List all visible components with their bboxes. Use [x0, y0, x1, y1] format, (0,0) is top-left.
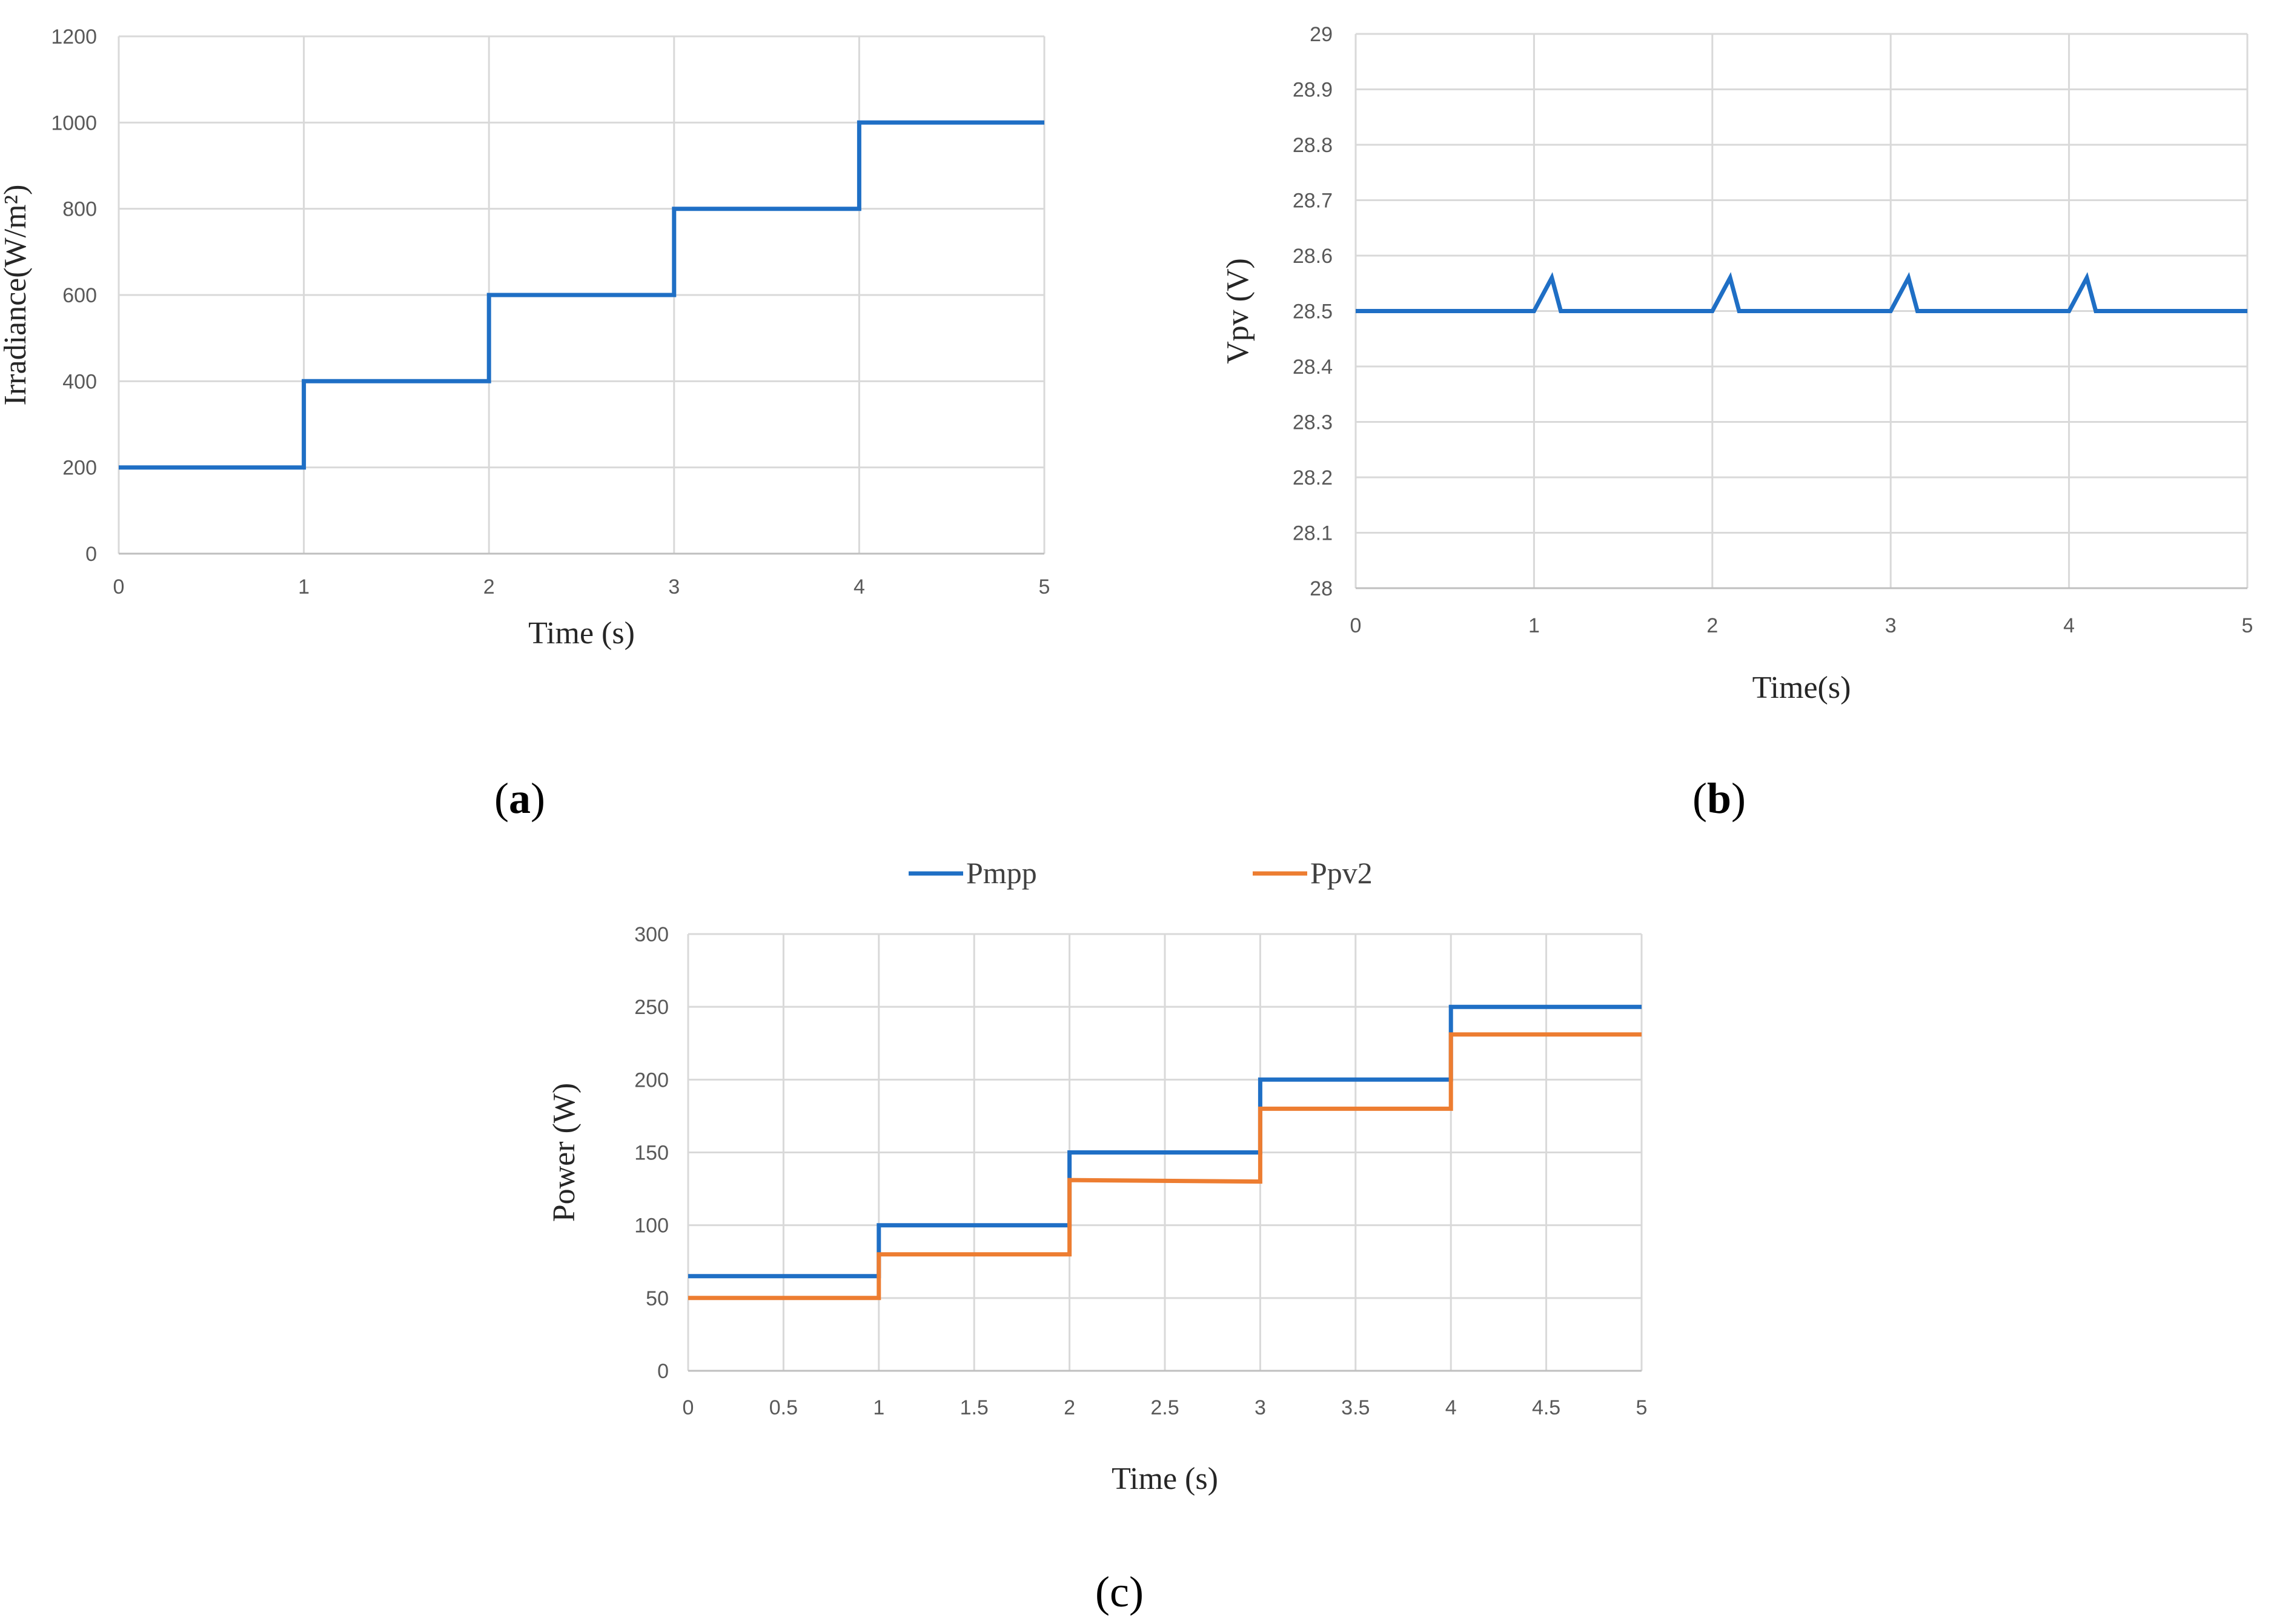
y-tick-label: 300 [634, 923, 669, 946]
panel-caption: (b) [1692, 774, 1746, 823]
y-tick-label: 28.2 [1293, 466, 1333, 489]
caption-close-paren: ) [1731, 774, 1746, 823]
x-tick-label: 1 [873, 1396, 884, 1419]
x-tick-label: 1 [1528, 614, 1540, 637]
x-tick-label: 2 [1064, 1396, 1075, 1419]
x-axis-title: Time (s) [1112, 1462, 1218, 1496]
chart-c: 0 0.5 1 1.5 2 2.5 3 3.5 4 4.5 5050100150200250300T… [547, 856, 1647, 1616]
series-line-vpv [1356, 272, 2247, 313]
x-tick-label: 0 [683, 1396, 694, 1419]
y-tick-label: 600 [62, 284, 97, 307]
y-tick-label: 28.5 [1293, 300, 1333, 323]
x-tick-label: 4 [2063, 614, 2075, 637]
y-tick-label: 100 [634, 1215, 669, 1238]
caption-close-paren: ) [1129, 1568, 1144, 1616]
y-tick-label: 200 [62, 457, 97, 480]
y-tick-label: 0 [657, 1360, 669, 1383]
x-tick-label: 2.5 [1150, 1396, 1179, 1419]
y-tick-label: 150 [634, 1142, 669, 1165]
x-tick-label: 0.5 [769, 1396, 798, 1419]
x-tick-label: 5 [2242, 614, 2253, 637]
caption-open-paren: ( [1095, 1568, 1110, 1616]
x-tick-label: 4 [1445, 1396, 1457, 1419]
x-tick-label: 5 [1636, 1396, 1648, 1419]
y-tick-label: 1000 [51, 111, 97, 134]
y-tick-label: 28.6 [1293, 245, 1333, 268]
y-tick-label: 200 [634, 1069, 669, 1092]
x-tick-label: 3.5 [1341, 1396, 1370, 1419]
caption-close-paren: ) [531, 774, 545, 823]
y-tick-label: 400 [62, 370, 97, 393]
x-tick-label: 3 [668, 575, 680, 598]
x-tick-label: 4.5 [1532, 1396, 1560, 1419]
caption-open-paren: ( [1692, 774, 1707, 823]
y-tick-label: 28.9 [1293, 79, 1333, 102]
x-axis-title: Time(s) [1752, 671, 1851, 705]
x-tick-label: 5 [1039, 575, 1050, 598]
y-tick-label: 250 [634, 996, 669, 1019]
chart-a: 0 1 2 3 4 5 0 200 400 600 800 1000 1200 Time (s) Irrad… [0, 25, 1050, 823]
legend-label-pmpp: Pmpp [966, 856, 1037, 890]
caption-letter: b [1707, 774, 1731, 823]
y-tick-label: 1200 [51, 25, 97, 48]
x-tick-label: 0 [113, 575, 125, 598]
y-tick-label: 28.8 [1293, 134, 1333, 157]
y-tick-label: 28.3 [1293, 411, 1333, 434]
series-line-irradiance [119, 120, 1044, 470]
panel-caption: (c) [1095, 1568, 1144, 1616]
x-tick-label: 2 [483, 575, 495, 598]
series-line-ppv2 [688, 1032, 1642, 1301]
x-tick-label: 3 [1255, 1396, 1266, 1419]
y-tick-label: 50 [646, 1287, 669, 1310]
y-tick-label: 28.4 [1293, 356, 1333, 379]
y-tick-label: 28 [1310, 577, 1333, 600]
y-tick-label: 800 [62, 198, 97, 221]
y-axis-title: Power (W) [547, 1083, 582, 1222]
x-tick-label: 4 [854, 575, 865, 598]
chart-b: 0 1 2 3 4 5 28 28.1 28.2 28.3 28.4 28.5 28.6 28.7 28.8… [1221, 23, 2253, 823]
x-tick-label: 0 [1350, 614, 1362, 637]
x-tick-label: 1.5 [960, 1396, 989, 1419]
y-axis-title: Vpv (V) [1221, 258, 1255, 364]
caption-letter: a [509, 774, 531, 823]
y-axis-title: Irradiance(W/m²) [0, 185, 33, 406]
legend-label-ppv2: Ppv2 [1310, 856, 1373, 890]
y-tick-label: 29 [1310, 23, 1333, 46]
x-tick-label: 3 [1885, 614, 1897, 637]
y-tick-label: 28.1 [1293, 522, 1333, 545]
x-axis-title: Time (s) [528, 616, 635, 651]
panel-caption: (a) [494, 774, 545, 823]
y-tick-label: 28.7 [1293, 190, 1333, 213]
x-tick-label: 2 [1706, 614, 1718, 637]
caption-letter: c [1110, 1568, 1129, 1616]
x-tick-label: 1 [298, 575, 310, 598]
y-tick-label: 0 [85, 543, 97, 566]
caption-open-paren: ( [494, 774, 509, 823]
